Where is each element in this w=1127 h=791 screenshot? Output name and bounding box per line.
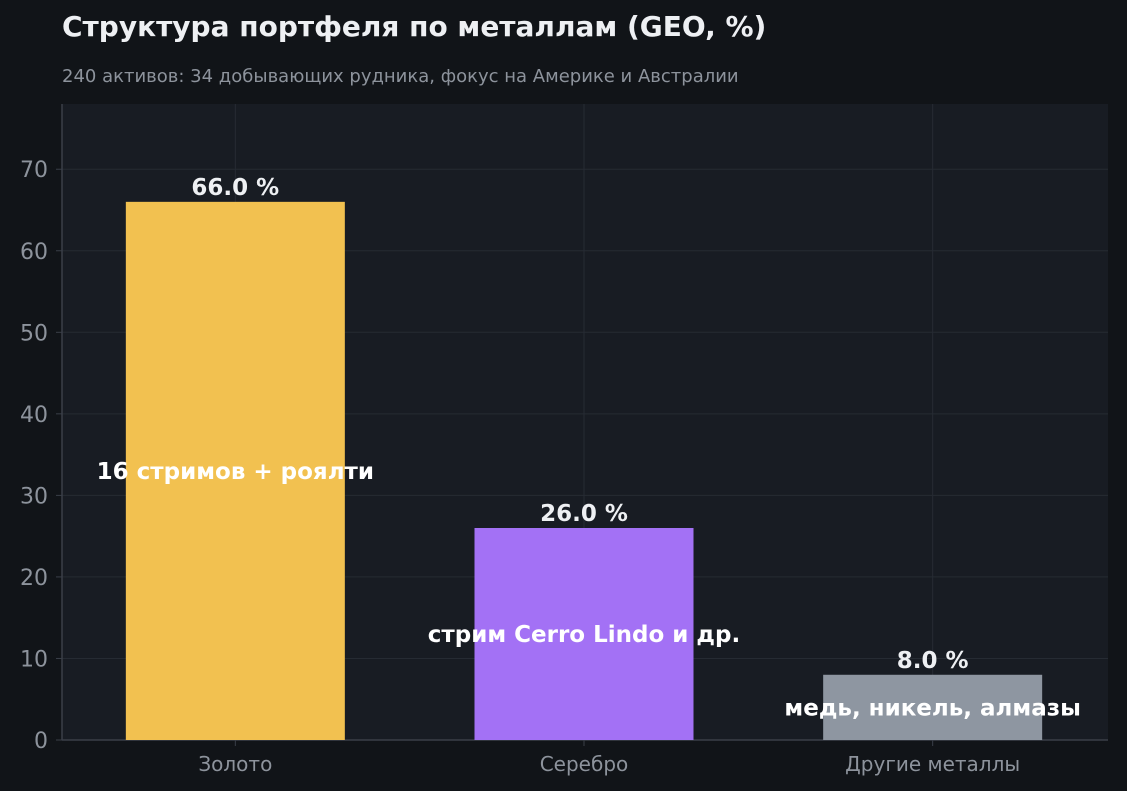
y-tick-label: 10 xyxy=(20,647,48,672)
y-tick-label: 40 xyxy=(20,403,48,428)
y-tick-label: 70 xyxy=(20,158,48,183)
chart-title: Структура портфеля по металлам (GEO, %) xyxy=(62,10,767,43)
inner-label: 16 стримов + роялти xyxy=(97,459,374,485)
x-tick-label: Другие металлы xyxy=(845,752,1020,776)
bar xyxy=(474,528,694,740)
bar xyxy=(125,201,345,740)
chart-subtitle: 240 активов: 34 добывающих рудника, фоку… xyxy=(62,66,739,87)
bar-labels: 66.0 % 16 стримов + роялти 26.0 % стрим Cer… xyxy=(97,175,1081,722)
value-label: 8.0 % xyxy=(897,648,969,674)
value-label: 26.0 % xyxy=(540,501,628,527)
x-tick-label: Золото xyxy=(198,752,272,776)
bars xyxy=(125,201,1043,740)
x-tick-label: Серебро xyxy=(540,752,629,776)
y-tick-label: 60 xyxy=(20,240,48,265)
y-tick-label: 0 xyxy=(34,729,48,754)
y-tick-label: 20 xyxy=(20,566,48,591)
inner-label: медь, никель, алмазы xyxy=(784,695,1080,721)
y-tick-label: 50 xyxy=(20,321,48,346)
bar xyxy=(823,674,1043,740)
y-tick-label: 30 xyxy=(20,484,48,509)
inner-label: стрим Cerro Lindo и др. xyxy=(428,622,740,648)
value-label: 66.0 % xyxy=(191,175,279,201)
